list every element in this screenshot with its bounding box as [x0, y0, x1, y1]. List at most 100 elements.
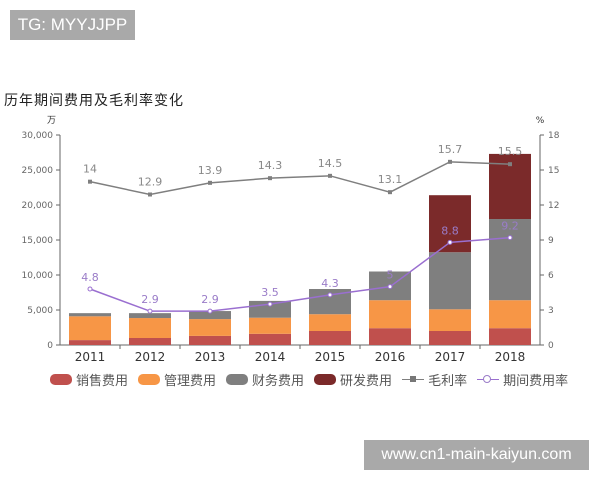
gross-margin-label: 14.3: [258, 159, 283, 172]
legend-item-finance[interactable]: 财务费用: [226, 370, 304, 389]
expense-rate-point[interactable]: [327, 292, 333, 298]
bar-segment[interactable]: [189, 311, 231, 320]
bar-segment[interactable]: [69, 313, 111, 317]
x-tick-label: 2013: [195, 350, 226, 364]
gross-margin-line: [89, 161, 511, 196]
y2-unit-label: %: [536, 116, 545, 126]
x-tick-label: 2012: [135, 350, 166, 364]
gross-margin-label: 15.7: [438, 143, 463, 156]
x-tick-label: 2018: [495, 350, 526, 364]
legend-item-expense-rate[interactable]: 期间费用率: [477, 370, 568, 389]
expense-rate-point[interactable]: [207, 308, 213, 314]
gross-margin-point[interactable]: [268, 176, 272, 181]
chart-title: 历年期间费用及毛利率变化: [4, 93, 184, 109]
bar-segment[interactable]: [489, 219, 531, 301]
bar-segment[interactable]: [249, 333, 291, 345]
bar-segment[interactable]: [309, 314, 351, 331]
bar-segment[interactable]: [69, 340, 111, 345]
expense-rate-label: 9.2: [501, 220, 519, 233]
bar-segment[interactable]: [489, 300, 531, 329]
expense-rate-label: 3.5: [261, 286, 279, 299]
y2-tick-label: 12: [548, 201, 559, 211]
expense-rate-point[interactable]: [267, 301, 273, 307]
gross-margin-label: 15.5: [498, 145, 523, 158]
bar-segment[interactable]: [429, 309, 471, 331]
expense-rate-point[interactable]: [447, 239, 453, 245]
gross-margin-point[interactable]: [208, 180, 212, 185]
expense-rate-label: 4.3: [321, 277, 339, 290]
y-tick-label: 0: [47, 341, 53, 351]
bar-segment[interactable]: [429, 331, 471, 345]
bar-segment[interactable]: [429, 252, 471, 310]
gross-margin-label: 12.9: [138, 176, 163, 189]
gross-margin-label: 14: [83, 163, 97, 176]
bar-segment[interactable]: [309, 331, 351, 345]
bar-segment[interactable]: [129, 318, 171, 338]
bar-segment[interactable]: [189, 319, 231, 336]
bar-segment[interactable]: [249, 317, 291, 334]
expense-rate-label: 2.9: [141, 293, 159, 306]
expense-rate-point[interactable]: [87, 286, 93, 292]
line-circle-marker-icon: [477, 374, 500, 385]
bar-segment[interactable]: [69, 316, 111, 341]
gross-margin-point[interactable]: [328, 173, 332, 178]
gross-margin-label: 13.1: [378, 173, 403, 186]
y-tick-label: 5,000: [27, 306, 53, 316]
legend-label: 管理费用: [164, 374, 217, 389]
x-tick-label: 2015: [315, 350, 346, 364]
finance-swatch-icon: [226, 374, 249, 385]
admin-swatch-icon: [138, 374, 161, 385]
bar-segment[interactable]: [369, 300, 411, 329]
y-tick-label: 25,000: [22, 166, 54, 176]
legend-item-admin[interactable]: 管理费用: [138, 370, 216, 389]
y2-tick-label: 3: [548, 306, 554, 316]
y2-tick-label: 15: [548, 166, 559, 176]
sales-swatch-icon: [50, 374, 72, 385]
legend-label: 财务费用: [252, 374, 305, 389]
legend-label: 毛利率: [428, 374, 468, 389]
expense-rate-point[interactable]: [147, 308, 153, 314]
legend-label: 期间费用率: [503, 374, 569, 389]
gross-margin-point[interactable]: [88, 179, 92, 184]
legend-label: 研发费用: [340, 374, 393, 389]
y2-tick-label: 18: [548, 131, 560, 141]
legend-label: 销售费用: [76, 374, 129, 389]
line-series: 14 12.9 13.9 14.3 14.5 13.1 15.7 15.5 4.8 2.9 2.9 3…: [81, 143, 523, 314]
axes: 万 0 5,000 10,000 15,000 20,000 25,000 30,000% 0 3…: [22, 116, 560, 364]
y2-tick-label: 0: [548, 341, 554, 351]
gross-margin-label: 13.9: [198, 164, 223, 177]
y2-tick-label: 9: [548, 236, 554, 246]
gross-margin-point[interactable]: [148, 192, 152, 197]
y-tick-label: 30,000: [22, 131, 54, 141]
bar-segment[interactable]: [129, 313, 171, 319]
gross-margin-label: 14.5: [318, 157, 343, 170]
y-tick-label: 20,000: [22, 201, 54, 211]
y-tick-label: 15,000: [22, 236, 54, 246]
bar-segment[interactable]: [129, 338, 171, 345]
expense-rate-point[interactable]: [507, 235, 513, 241]
expense-rate-label: 2.9: [201, 293, 219, 306]
gross-margin-point[interactable]: [388, 190, 392, 195]
legend-item-rnd[interactable]: 研发费用: [314, 370, 392, 389]
expense-rate-label: 4.8: [81, 271, 99, 284]
bar-segment[interactable]: [489, 328, 531, 345]
x-tick-label: 2017: [435, 350, 466, 364]
tg-badge: TG: MYYJJPP: [10, 10, 135, 40]
y2-tick-label: 6: [548, 271, 554, 281]
x-tick-label: 2016: [375, 350, 406, 364]
gross-margin-point[interactable]: [448, 159, 452, 164]
expense-rate-label: 8.8: [441, 224, 459, 237]
x-tick-label: 2014: [255, 350, 286, 364]
y-tick-label: 10,000: [22, 271, 54, 281]
gross-margin-point[interactable]: [508, 162, 512, 167]
expense-rate-point[interactable]: [387, 284, 393, 290]
legend-item-sales[interactable]: 销售费用: [50, 370, 128, 389]
x-tick-label: 2011: [75, 350, 106, 364]
watermark: www.cn1-main-kaiyun.com: [364, 440, 589, 470]
bar-segment[interactable]: [189, 335, 231, 345]
line-square-marker-icon: [402, 374, 425, 385]
bar-segment[interactable]: [369, 328, 411, 345]
legend-item-gross-margin[interactable]: 毛利率: [402, 370, 467, 389]
rnd-swatch-icon: [314, 374, 337, 385]
